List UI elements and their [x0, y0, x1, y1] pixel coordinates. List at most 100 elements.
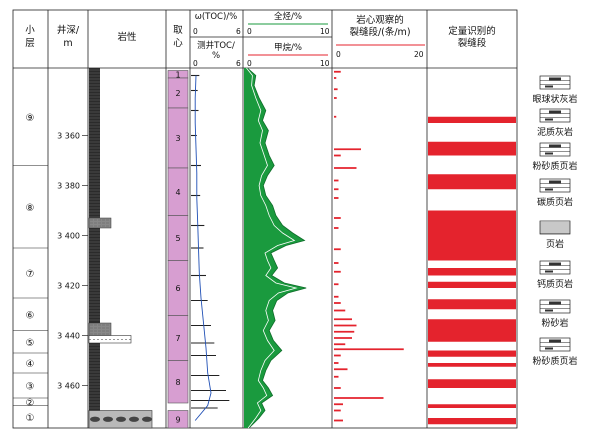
legend-mark — [549, 110, 561, 114]
augen-limestone-icon — [539, 75, 571, 90]
total-hydrocarbon-area — [244, 68, 307, 428]
quant-fracture-interval — [428, 350, 516, 357]
core-section-label: 9 — [175, 415, 180, 424]
augen-lens — [90, 416, 100, 422]
legend-mark — [549, 144, 561, 148]
sublayer-header-line1: 小 — [25, 25, 35, 36]
gas-header: 全烃/% — [274, 11, 302, 22]
sublayer-track: ⑨ ⑧ ⑦ ⑥ ⑤ ④ ③ ② ① — [13, 113, 48, 424]
legend-mark — [545, 118, 553, 121]
depth-label: 3 420 — [57, 282, 80, 291]
lithology-shale — [89, 228, 100, 323]
legend-label: 泥质灰岩 — [537, 126, 573, 138]
methane-max: 10 — [320, 59, 330, 68]
legend-label: 粉砂岩 — [541, 317, 568, 329]
fracture-track — [334, 70, 404, 422]
silty-shale-icon — [539, 142, 571, 157]
legend-mark — [549, 180, 561, 184]
core-header-line1: 取 — [173, 25, 183, 36]
fracture-min: 0 — [336, 50, 341, 59]
augen-lens — [142, 416, 152, 422]
legend-label: 粉砂质页岩 — [532, 160, 577, 172]
core-section-label: 4 — [175, 188, 180, 197]
toc-log-header-line1: 测井TOC/ — [197, 40, 235, 51]
legend-label: 粉砂质页岩 — [532, 355, 577, 367]
quant-fracture-interval — [428, 418, 516, 425]
sublayer-label: ① — [26, 413, 35, 424]
depth-track: 3 360 3 380 3 400 3 420 3 440 3 460 — [57, 132, 88, 391]
core-section-label: 2 — [175, 89, 180, 98]
toc-log-curve — [194, 75, 212, 421]
quant-fracture-interval — [428, 116, 516, 123]
core-header-line2: 心 — [173, 38, 183, 49]
core-section-label: 6 — [175, 284, 180, 293]
sublayer-label: ③ — [26, 382, 35, 393]
legend-mark — [545, 188, 553, 191]
argillaceous-limestone-icon — [539, 108, 571, 123]
depth-label: 3 380 — [57, 182, 80, 191]
sublayer-label: ⑧ — [26, 203, 35, 214]
gas-max: 10 — [320, 27, 330, 36]
calcareous-shale-icon — [539, 260, 571, 275]
quant-fracture-interval — [428, 141, 516, 156]
sublayer-label: ⑤ — [26, 338, 35, 349]
legend-mark — [549, 301, 561, 305]
lithology-header: 岩性 — [117, 31, 137, 43]
core-section-label: 1 — [175, 70, 180, 79]
augen-lens — [116, 416, 126, 422]
siltstone-icon — [539, 299, 571, 314]
header-sublayer: 小 层 — [25, 25, 35, 49]
legend-label: 页岩 — [546, 238, 564, 250]
lithology-shale — [89, 68, 100, 218]
depth-header-line2: m — [63, 38, 72, 49]
quant-fracture-track — [428, 116, 516, 425]
core-section-label: 8 — [175, 378, 180, 387]
quant-fracture-interval — [428, 363, 516, 367]
fracture-header-line2: 裂缝段/(条/m) — [349, 26, 410, 38]
silty-shale-icon-2 — [539, 337, 571, 352]
methane-min: 0 — [247, 59, 252, 68]
legend-mark — [549, 339, 561, 343]
fracture-header-line1: 岩心观察的 — [356, 14, 404, 26]
quant-fracture-interval — [428, 281, 516, 288]
quant-fracture-interval — [428, 299, 516, 310]
legend-mark — [545, 347, 553, 350]
fracture-max: 20 — [414, 50, 424, 59]
legend-mark — [545, 152, 553, 155]
sublayer-label: ⑦ — [26, 269, 35, 280]
toc-track — [191, 74, 230, 421]
gas-min: 0 — [247, 27, 252, 36]
header-depth: 井深/ m — [57, 24, 80, 49]
toc-max-top: 6 — [236, 27, 241, 36]
depth-header-line1: 井深/ — [57, 24, 80, 36]
core-track: 1 2 3 4 5 6 7 8 9 — [167, 70, 189, 429]
toc-log-header-line2: % — [212, 51, 220, 61]
sublayer-header-line2: 层 — [25, 38, 35, 49]
depth-label: 3 360 — [57, 132, 80, 141]
header-core: 取 心 — [173, 25, 183, 49]
quant-header-line1: 定量识别的 — [448, 25, 496, 37]
toc-min-top: 0 — [193, 27, 198, 36]
sublayer-label: ⑥ — [26, 310, 35, 321]
legend-mark — [545, 270, 553, 273]
carbonaceous-shale-icon — [539, 178, 571, 193]
legend-label: 钙质页岩 — [537, 278, 573, 290]
legend-mark — [549, 262, 561, 266]
shale-icon — [539, 220, 571, 235]
quant-fracture-interval — [428, 379, 516, 388]
core-section-label: 7 — [175, 334, 180, 343]
quant-fracture-interval — [428, 210, 516, 261]
quant-fracture-interval — [428, 174, 516, 190]
toc-header: ω(TOC)/% — [195, 12, 238, 22]
total-hydrocarbon-curve — [247, 67, 307, 429]
methane-header: 甲烷/% — [274, 42, 302, 53]
depth-label: 3 400 — [57, 232, 80, 241]
toc-max-bottom: 6 — [236, 59, 241, 68]
legend-label: 碳质页岩 — [537, 196, 573, 208]
sublayer-label: ⑨ — [26, 113, 35, 124]
augen-lens — [129, 416, 139, 422]
methane-curve — [246, 67, 298, 429]
legend-label: 眼球状灰岩 — [532, 93, 577, 105]
